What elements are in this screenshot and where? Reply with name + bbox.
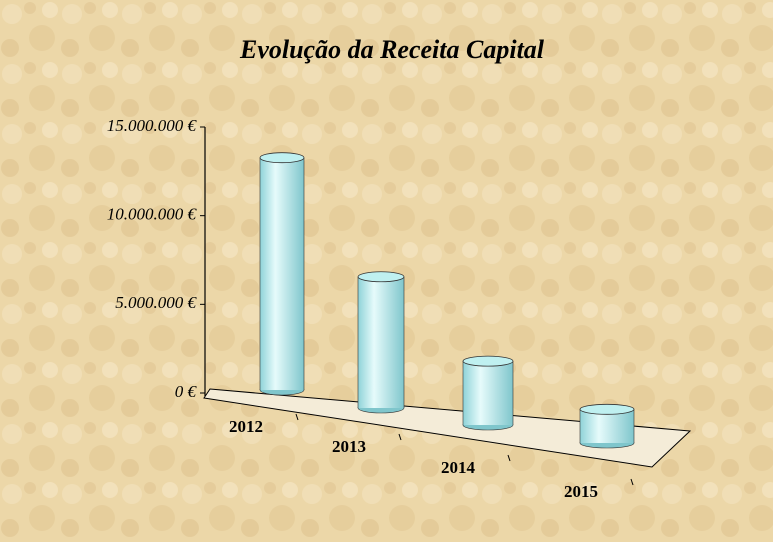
x-tick: [398, 433, 402, 441]
x-tick-label: 2012: [229, 417, 263, 436]
x-tick-label: 2015: [564, 482, 598, 501]
bar-top: [259, 152, 305, 164]
chart-title: Evolução da Receita Capital: [239, 35, 545, 64]
x-tick-label: 2013: [332, 437, 366, 456]
y-tick-label: 5.000.000 €: [115, 293, 197, 312]
x-tick: [630, 478, 634, 486]
bar-outline: [357, 276, 405, 408]
y-tick-label: 0 €: [175, 382, 198, 401]
x-tick: [507, 454, 511, 462]
floor: [203, 388, 692, 468]
bar-top: [579, 403, 635, 415]
bar: [260, 157, 304, 390]
bar-outline: [462, 361, 514, 425]
x-tick: [295, 413, 299, 421]
bar: [580, 409, 634, 443]
x-tick-label: 2014: [441, 458, 476, 477]
y-tick-label: 15.000.000 €: [107, 116, 198, 135]
bar-outline: [259, 157, 305, 390]
bar-top: [357, 271, 405, 283]
bar-top: [462, 355, 514, 367]
bar-outline: [579, 409, 635, 443]
y-tick-label: 10.000.000 €: [107, 205, 198, 224]
bar: [358, 276, 404, 408]
bar: [463, 361, 513, 425]
